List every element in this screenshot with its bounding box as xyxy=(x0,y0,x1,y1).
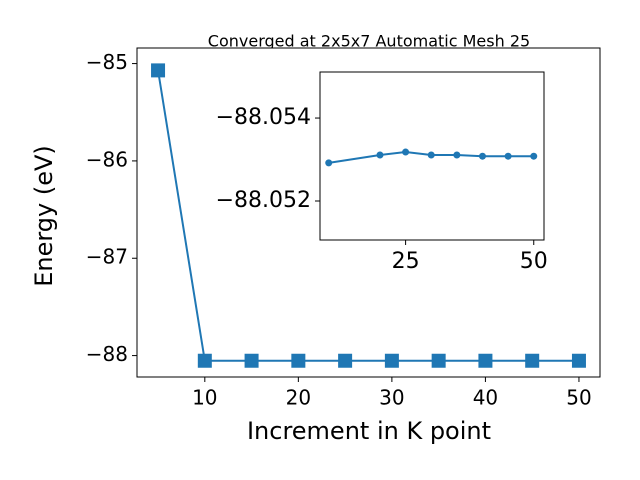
x-axis-label: Increment in K point xyxy=(247,417,491,445)
marker xyxy=(571,353,586,368)
y-tick-label: −85 xyxy=(86,50,128,74)
marker xyxy=(453,151,461,159)
chart-title: Converged at 2x5x7 Automatic Mesh 25 xyxy=(208,32,530,51)
x-tick-label: 50 xyxy=(566,386,591,410)
marker xyxy=(478,353,493,368)
x-tick-label: 50 xyxy=(520,249,548,274)
marker xyxy=(338,353,353,368)
marker xyxy=(525,353,540,368)
y-tick-label: −87 xyxy=(86,245,128,269)
marker xyxy=(478,152,486,160)
marker xyxy=(431,353,446,368)
y-tick-label: −88.052 xyxy=(216,188,311,213)
y-tick-label: −88 xyxy=(86,342,128,366)
marker xyxy=(402,148,410,156)
marker xyxy=(325,159,333,167)
marker xyxy=(384,353,399,368)
marker xyxy=(530,152,538,160)
x-tick-label: 30 xyxy=(379,386,404,410)
y-tick-label: −88.054 xyxy=(216,105,311,130)
marker xyxy=(376,151,384,159)
x-tick-label: 10 xyxy=(192,386,217,410)
marker xyxy=(244,353,259,368)
marker xyxy=(197,353,212,368)
x-tick-label: 40 xyxy=(473,386,498,410)
marker xyxy=(504,152,512,160)
x-tick-label: 25 xyxy=(392,249,420,274)
y-axis-label: Energy (eV) xyxy=(30,145,58,287)
series-line xyxy=(157,70,579,362)
y-tick-label: −86 xyxy=(86,147,128,171)
marker xyxy=(291,353,306,368)
marker xyxy=(427,151,435,159)
series-line xyxy=(328,151,534,164)
x-tick-label: 20 xyxy=(286,386,311,410)
marker xyxy=(151,63,166,78)
